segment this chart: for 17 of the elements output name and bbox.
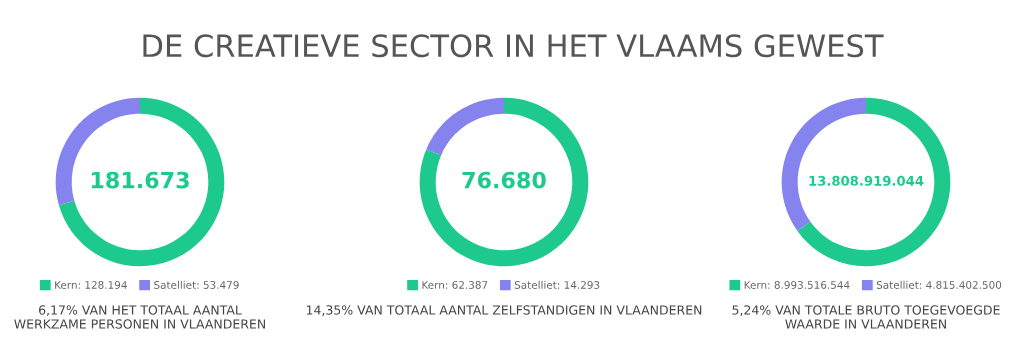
donut-slice <box>58 97 225 267</box>
legend-label: Satelliet: 4.815.402.500 <box>876 280 1002 289</box>
text: 6,17% VAN HET TOTAAL AANTAL WERKZAME PERSONEN IN VLAANDEREN <box>14 305 265 329</box>
text: 181.673 <box>91 171 189 189</box>
legend-label: Satelliet: 53.479 <box>154 280 239 289</box>
text: DE CREATIEVE SECTOR IN HET VLAAMS GEWEST <box>143 34 884 58</box>
legend-label: Satelliet: 14.293 <box>514 280 600 289</box>
legend-label: Kern: 62.387 <box>422 281 488 289</box>
donut-slice <box>419 97 589 267</box>
text: 14,35% VAN TOTAAL AANTAL ZELFSTANDIGEN IN VLAANDEREN <box>306 305 702 316</box>
text: 5,24% VAN TOTALE BRUTO TOEGEVOEGDE WAARDE IN VLAANDEREN <box>732 305 1000 329</box>
text: 76.680 <box>462 171 546 189</box>
donut-slice <box>426 97 504 156</box>
legend-label: Kern: 128.194 <box>55 281 127 289</box>
legend-label: Kern: 8.993.516.544 <box>744 281 850 289</box>
text: 13.808.919.044 <box>809 175 924 186</box>
donut-slice <box>797 97 951 267</box>
